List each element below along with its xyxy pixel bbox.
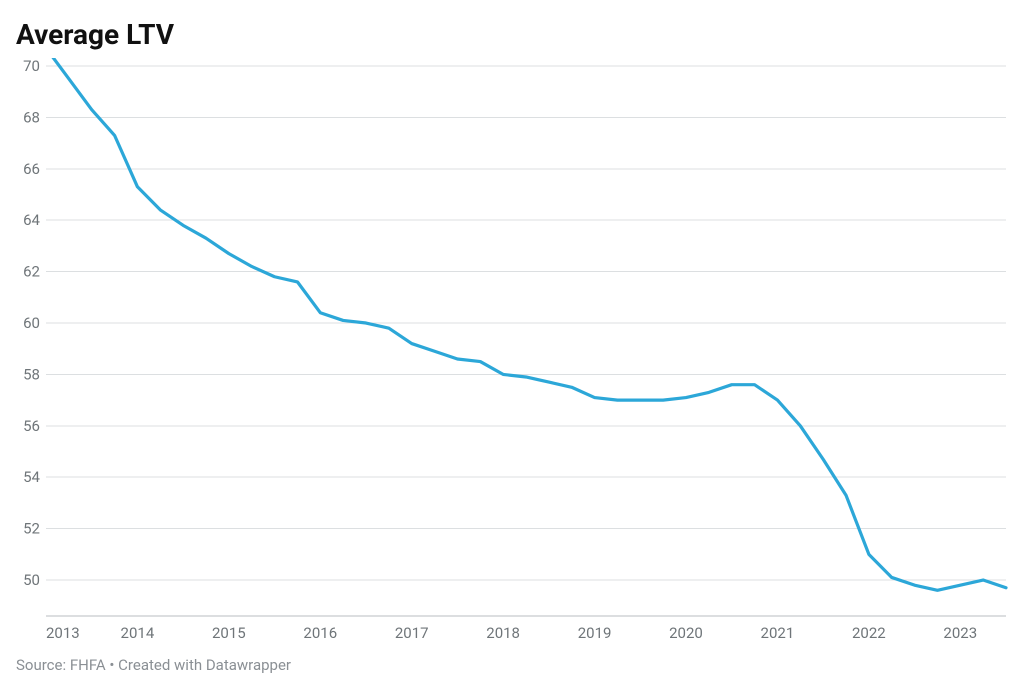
chart-container: Average LTV 50 52 54 56 58 60 62 64 66 68 70 2013 20… bbox=[0, 0, 1024, 694]
x-axis-tick-label: 2019 bbox=[578, 624, 612, 642]
x-axis-tick-label: 2021 bbox=[761, 624, 795, 642]
y-axis-tick-label: 68 bbox=[23, 108, 40, 126]
y-axis-tick-label: 50 bbox=[23, 571, 40, 589]
y-axis-tick-label: 64 bbox=[23, 211, 40, 229]
chart-plot-area: 50 52 54 56 58 60 62 64 66 68 70 2013 2014 2015 2016 20… bbox=[14, 58, 1010, 646]
y-axis-tick-label: 56 bbox=[23, 416, 40, 434]
line-chart-svg: 50 52 54 56 58 60 62 64 66 68 70 2013 2014 2015 2016 20… bbox=[14, 58, 1010, 646]
x-axis-tick-label: 2017 bbox=[395, 624, 429, 642]
y-axis-tick-label: 62 bbox=[23, 262, 40, 280]
x-axis-tick-label: 2015 bbox=[212, 624, 246, 642]
y-axis-tick-label: 70 bbox=[23, 58, 40, 75]
x-axis-tick-label: 2020 bbox=[669, 624, 703, 642]
chart-source: Source: FHFA • Created with Datawrapper bbox=[16, 656, 1010, 674]
x-axis-tick-label: 2016 bbox=[303, 624, 337, 642]
x-axis-tick-label: 2013 bbox=[46, 624, 80, 642]
x-axis-tick-label: 2022 bbox=[852, 624, 886, 642]
y-axis-tick-label: 54 bbox=[23, 468, 40, 486]
x-axis-tick-label: 2014 bbox=[121, 624, 155, 642]
chart-title: Average LTV bbox=[16, 18, 1010, 52]
series-line-average-ltv bbox=[46, 58, 1006, 590]
y-axis-tick-label: 60 bbox=[23, 314, 40, 332]
y-axis-tick-label: 58 bbox=[23, 365, 40, 383]
x-axis-tick-label: 2018 bbox=[486, 624, 520, 642]
y-axis-tick-label: 52 bbox=[23, 519, 40, 537]
y-axis-tick-label: 66 bbox=[23, 159, 40, 177]
x-axis-tick-label: 2023 bbox=[943, 624, 977, 642]
